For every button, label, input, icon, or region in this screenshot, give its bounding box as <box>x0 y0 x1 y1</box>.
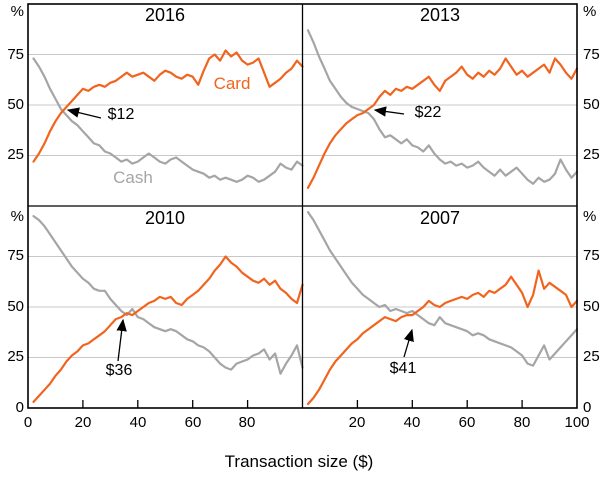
x-tick-40-left: 40 <box>129 414 147 431</box>
y-tick-50-bottom-right: 50 <box>583 298 600 315</box>
y-tick-75-bottom-left: 75 <box>7 247 24 264</box>
y-tick-75-top-left: 75 <box>7 46 24 63</box>
y-tick-25-bottom-right: 25 <box>583 348 600 365</box>
y-unit-top-right: % <box>583 3 597 20</box>
x-tick-60-right: 60 <box>458 414 476 431</box>
crossover-label-2013: $22 <box>414 104 442 121</box>
x-tick-20-right: 20 <box>348 414 366 431</box>
card-series-label: Card <box>213 74 251 93</box>
y-tick-25-top-right: 25 <box>583 146 600 163</box>
crossover-label-2016: $12 <box>107 106 135 123</box>
y-tick-50-bottom-left: 50 <box>7 298 24 315</box>
y-tick-25-top-left: 25 <box>7 146 24 163</box>
panel-title-2007: 2007 <box>419 208 461 228</box>
x-tick-100-right: 100 <box>564 414 590 431</box>
x-tick-80-left: 80 <box>238 414 256 431</box>
panel-title-2010: 2010 <box>144 208 186 228</box>
y-tick-25-bottom-left: 25 <box>7 348 24 365</box>
y-tick-0-bottom-right: 0 <box>583 399 592 416</box>
x-tick-60-left: 60 <box>184 414 202 431</box>
y-unit-bottom-left: % <box>10 208 24 225</box>
y-unit-bottom-right: % <box>583 208 597 225</box>
panel-title-2013: 2013 <box>419 5 461 25</box>
panel-title-2016: 2016 <box>144 5 186 25</box>
y-tick-75-bottom-right: 75 <box>583 247 600 264</box>
y-tick-50-top-right: 50 <box>583 96 600 113</box>
y-tick-0-bottom-left: 0 <box>15 399 24 416</box>
crossover-label-2007: $41 <box>389 360 417 377</box>
y-unit-top-left: % <box>10 3 24 20</box>
x-tick-20-left: 20 <box>74 414 92 431</box>
cash-series-label: Cash <box>113 168 153 187</box>
x-tick-40-right: 40 <box>403 414 421 431</box>
x-axis-title: Transaction size ($) <box>224 452 374 471</box>
x-tick-0-left: 0 <box>23 414 33 431</box>
y-tick-50-top-left: 50 <box>7 96 24 113</box>
y-tick-75-top-right: 75 <box>583 46 600 63</box>
x-tick-80-right: 80 <box>513 414 531 431</box>
crossover-label-2010: $36 <box>105 362 133 379</box>
